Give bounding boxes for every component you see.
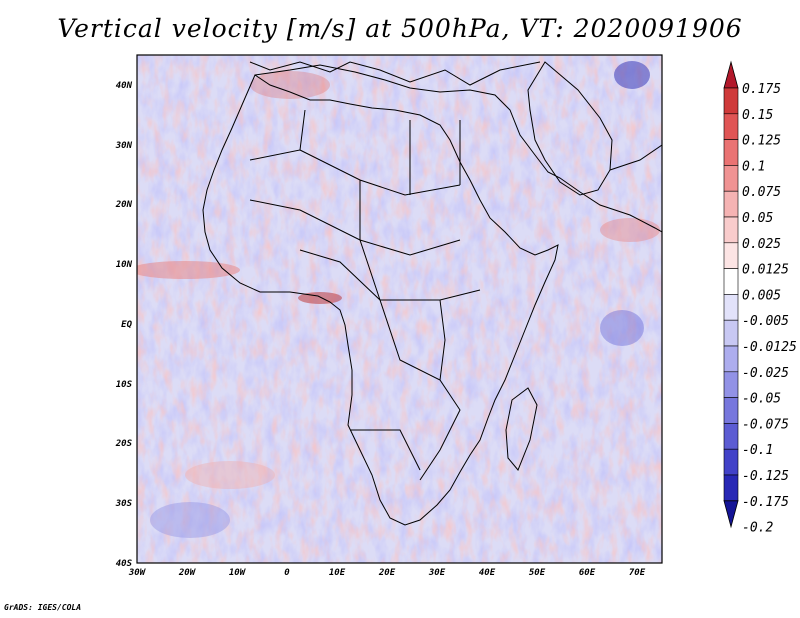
lat-tick-label: 30N <box>115 141 133 151</box>
lon-tick-label: 10W <box>229 568 247 578</box>
lon-tick-label: 20W <box>178 568 197 578</box>
colorbar-swatch <box>723 397 739 424</box>
colorbar-label: -0.05 <box>742 392 781 407</box>
lat-tick-label: 10N <box>116 260 133 270</box>
colorbar-swatch <box>723 294 739 321</box>
colorbar-label: -0.005 <box>742 314 789 329</box>
colorbar-swatch <box>723 371 739 398</box>
colorbar-label: -0.075 <box>742 417 789 432</box>
lat-tick-label: EQ <box>121 320 132 330</box>
colorbar: 0.175 0.15 0.125 0.1 0.075 0.05 0.025 0.0125 0.0… <box>723 60 797 536</box>
colorbar-label: 0.025 <box>742 237 781 252</box>
velocity-field <box>137 55 662 563</box>
lon-tick-label: 20E <box>378 568 396 578</box>
colorbar-label: -0.1 <box>742 443 773 458</box>
coastlines <box>202 61 662 526</box>
colorbar-swatch <box>723 423 739 450</box>
colorbar-swatch <box>723 113 739 140</box>
lat-tick-label: 40S <box>116 559 133 569</box>
colorbar-label: 0.1 <box>742 159 765 174</box>
colorbar-label: 0.005 <box>742 288 781 303</box>
lat-tick-label: 20N <box>115 200 133 210</box>
lon-tick-label: 30W <box>128 568 147 578</box>
colorbar-label: -0.0125 <box>742 340 797 355</box>
lat-tick-label: 20S <box>115 439 133 449</box>
colorbar-swatch <box>723 87 739 115</box>
colorbar-swatch <box>723 319 739 347</box>
colorbar-label: 0.15 <box>742 108 773 123</box>
colorbar-label: 0.175 <box>742 82 781 97</box>
colorbar-max-arrow <box>723 60 739 89</box>
colorbar-swatch <box>723 242 739 269</box>
colorbar-swatch <box>723 165 739 192</box>
colorbar-swatch <box>723 216 739 244</box>
colorbar-swatch <box>723 139 739 166</box>
lon-tick-label: 0 <box>284 568 290 578</box>
longitude-axis: 30W 20W 10W 0 10E 20E 30E 40E 50E 60E 70… <box>128 568 646 578</box>
chart-title: Vertical velocity [m/s] at 500hPa, VT: 2… <box>57 14 743 43</box>
colorbar-swatch <box>723 268 739 295</box>
colorbar-swatch <box>723 448 739 476</box>
lat-tick-label: 10S <box>116 380 133 390</box>
colorbar-swatch <box>723 345 739 373</box>
lon-tick-label: 40E <box>479 568 496 578</box>
colorbar-label: -0.2 <box>742 521 773 536</box>
colorbar-min-arrow <box>723 500 739 529</box>
colorbar-label: 0.0125 <box>742 263 789 278</box>
lon-tick-label: 10E <box>329 568 346 578</box>
latitude-axis: 40N 30N 20N 10N EQ 10S 20S 30S 40S <box>115 81 133 569</box>
lat-tick-label: 30S <box>115 499 133 509</box>
lon-tick-label: 30E <box>428 568 446 578</box>
colorbar-label: -0.125 <box>742 469 789 484</box>
colorbar-swatch <box>723 474 739 502</box>
colorbar-label: 0.075 <box>742 185 781 200</box>
lon-tick-label: 50E <box>529 568 546 578</box>
colorbar-label: -0.175 <box>742 495 789 510</box>
lon-tick-label: 60E <box>579 568 596 578</box>
credit-text: GrADS: IGES/COLA <box>4 603 82 612</box>
lat-tick-label: 40N <box>116 81 133 91</box>
colorbar-label: 0.125 <box>742 134 781 149</box>
colorbar-swatch <box>723 190 739 218</box>
lon-tick-label: 70E <box>629 568 646 578</box>
colorbar-label: -0.025 <box>742 366 789 381</box>
plot-frame <box>136 54 663 564</box>
colorbar-label: 0.05 <box>742 211 773 226</box>
